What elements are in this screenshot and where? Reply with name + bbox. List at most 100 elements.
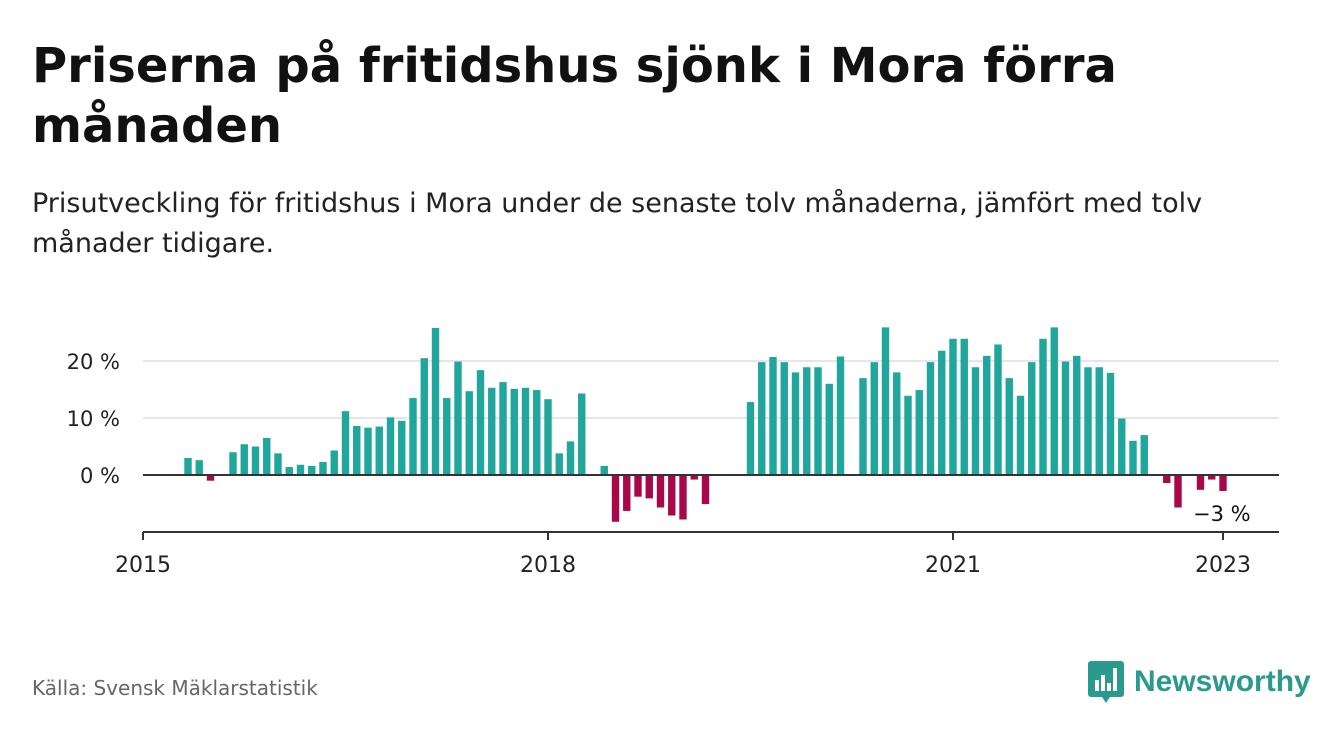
bar bbox=[668, 475, 676, 516]
bar bbox=[398, 420, 406, 475]
bar bbox=[690, 475, 698, 480]
last-value-label: −3 % bbox=[1193, 502, 1251, 526]
bar bbox=[679, 475, 687, 520]
y-tick-label: 10 % bbox=[67, 407, 120, 431]
bar bbox=[971, 367, 980, 475]
bar bbox=[611, 475, 620, 522]
bar bbox=[1163, 475, 1171, 483]
bar bbox=[623, 475, 631, 511]
bar bbox=[454, 361, 462, 475]
bar bbox=[1061, 361, 1070, 475]
bar bbox=[206, 475, 215, 481]
x-tick-label: 2021 bbox=[925, 553, 981, 578]
bar bbox=[499, 382, 507, 475]
bar bbox=[296, 464, 305, 475]
bar bbox=[566, 441, 575, 475]
bar bbox=[420, 358, 428, 475]
bar bbox=[983, 355, 991, 475]
bar bbox=[409, 398, 417, 475]
bar bbox=[1039, 338, 1047, 475]
brand-logo: Newsworthy bbox=[1088, 660, 1311, 704]
bar bbox=[600, 465, 608, 475]
bar bbox=[431, 327, 440, 475]
bar bbox=[184, 457, 192, 475]
bar bbox=[1196, 475, 1205, 490]
bar bbox=[634, 475, 642, 497]
bar bbox=[780, 362, 788, 475]
bar bbox=[881, 327, 890, 475]
bar bbox=[476, 370, 485, 475]
bar bbox=[319, 461, 327, 475]
bar bbox=[488, 387, 496, 475]
bar bbox=[949, 338, 957, 475]
bar bbox=[240, 444, 248, 475]
bar bbox=[1050, 327, 1058, 475]
bar bbox=[825, 383, 833, 475]
y-tick-label: 20 % bbox=[67, 350, 120, 374]
x-tick-label: 2015 bbox=[115, 553, 171, 578]
bar bbox=[555, 453, 563, 475]
bar bbox=[229, 452, 237, 475]
bar bbox=[904, 395, 912, 475]
bar bbox=[1005, 378, 1013, 475]
bar bbox=[870, 362, 878, 475]
bar bbox=[1084, 367, 1092, 475]
bar bbox=[926, 362, 935, 475]
bar bbox=[746, 402, 755, 475]
bar bbox=[533, 390, 541, 475]
bar bbox=[1129, 440, 1137, 475]
bar bbox=[656, 475, 665, 508]
bar bbox=[1118, 418, 1126, 475]
bar bbox=[1016, 395, 1025, 475]
bar bbox=[1219, 475, 1227, 491]
bar bbox=[578, 393, 586, 475]
bar bbox=[701, 475, 710, 505]
bar bbox=[1095, 367, 1103, 475]
bar bbox=[645, 475, 653, 499]
bar bbox=[938, 350, 946, 475]
bar bbox=[195, 460, 203, 475]
brand-name: Newsworthy bbox=[1134, 665, 1311, 698]
bar bbox=[1140, 435, 1148, 475]
chart-subtitle: Prisutveckling för fritidshus i Mora und… bbox=[32, 188, 1203, 259]
bar bbox=[386, 417, 395, 475]
bar bbox=[836, 356, 845, 475]
bar bbox=[791, 372, 800, 475]
bar bbox=[510, 388, 518, 475]
source-note: Källa: Svensk Mäklarstatistik bbox=[32, 676, 318, 700]
bar bbox=[1073, 355, 1081, 475]
bar bbox=[544, 399, 552, 475]
bar bbox=[251, 446, 260, 475]
bar bbox=[769, 357, 777, 475]
bar bbox=[330, 450, 338, 475]
bar bbox=[814, 367, 822, 475]
bar bbox=[994, 344, 1002, 475]
bar bbox=[893, 372, 901, 475]
bar bbox=[803, 367, 811, 475]
y-tick-label: 0 % bbox=[80, 464, 120, 488]
bar bbox=[353, 425, 361, 475]
bar bbox=[465, 391, 473, 475]
bar bbox=[274, 453, 282, 475]
bar bbox=[960, 338, 968, 475]
bar bbox=[859, 378, 867, 475]
bar bbox=[758, 362, 766, 475]
bar bbox=[521, 387, 530, 475]
newsworthy-logo-icon bbox=[1088, 661, 1124, 703]
bar bbox=[285, 467, 293, 475]
bar bbox=[341, 411, 350, 475]
bar bbox=[443, 398, 451, 475]
bar bbox=[1106, 372, 1115, 475]
bar bbox=[364, 427, 372, 475]
chart-title: Priserna på fritidshus sjönk i Mora förr… bbox=[32, 38, 1117, 154]
x-tick-label: 2023 bbox=[1195, 553, 1251, 578]
bar bbox=[263, 437, 271, 475]
bar bbox=[1208, 475, 1216, 480]
x-tick-label: 2018 bbox=[520, 553, 576, 578]
bar bbox=[308, 465, 316, 475]
bar bbox=[375, 426, 383, 475]
bar bbox=[1028, 362, 1036, 475]
bar bbox=[1174, 475, 1182, 508]
bar bbox=[915, 390, 923, 475]
